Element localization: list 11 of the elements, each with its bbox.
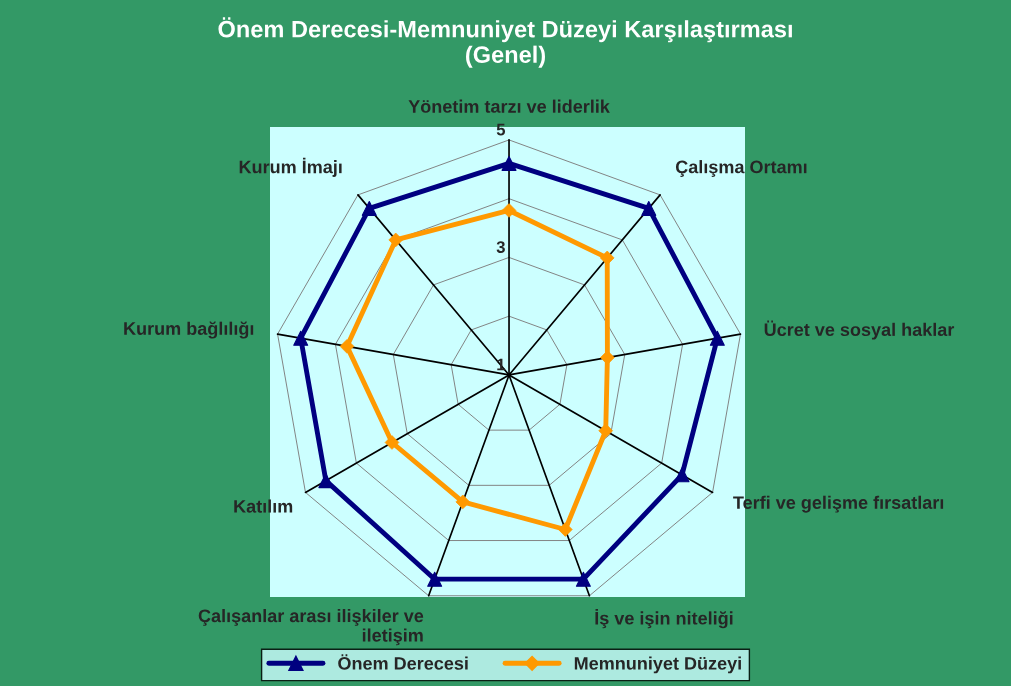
chart-title: Önem Derecesi-Memnuniyet Düzeyi Karşılaştırması (Genel) xyxy=(218,17,792,68)
spoke-label: Çalışma Ortamı xyxy=(675,160,807,177)
y-tick-label: 5 xyxy=(496,123,506,136)
legend-label: Önem Derecesi xyxy=(338,654,468,670)
spoke-label: İş ve işin niteliği xyxy=(595,609,733,629)
legend-label: Memnuniyet Düzeyi xyxy=(574,656,741,674)
spoke-label: Yönetim tarzı ve liderlik xyxy=(408,99,610,113)
spoke-label: Ücret ve sosyal haklar xyxy=(764,320,955,340)
spoke-label: Kurum bağlılığı xyxy=(124,321,254,339)
spoke-label: Çalışanlar arası ilişkiler ve iletişim xyxy=(198,609,424,646)
y-tick-label: 3 xyxy=(496,241,505,253)
